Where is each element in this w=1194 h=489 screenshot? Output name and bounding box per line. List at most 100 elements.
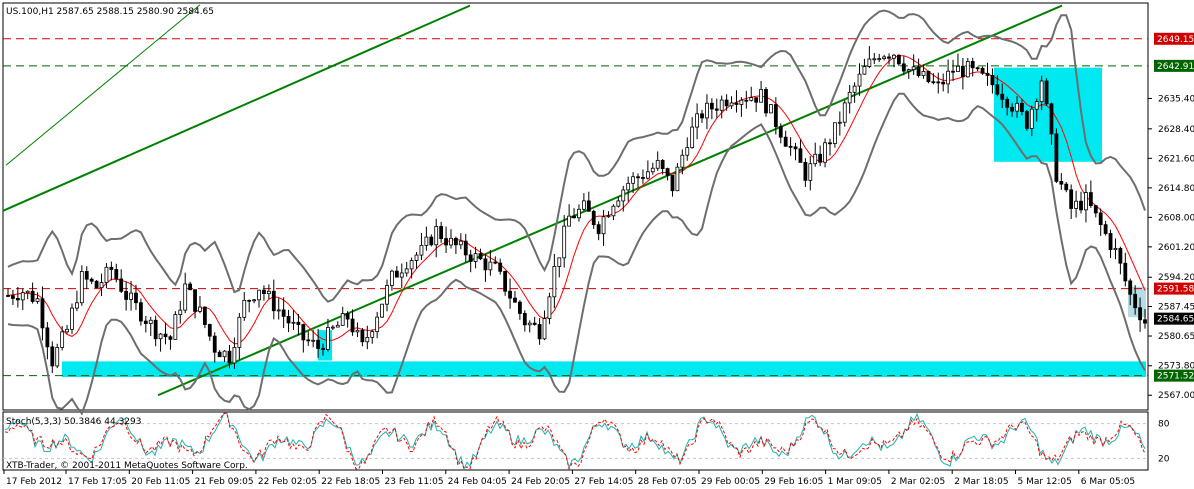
candle-body: [808, 163, 813, 181]
candle-body: [611, 205, 616, 217]
candle-body: [1103, 224, 1108, 234]
candle-body: [454, 237, 458, 246]
candle-body: [84, 271, 89, 280]
stoch-label: Stoch(5,3,3) 50.3846 44.3293: [6, 417, 141, 427]
candle-body: [1010, 106, 1015, 112]
candle-body: [266, 290, 271, 295]
candle-body: [882, 56, 887, 59]
candle-body: [1123, 262, 1128, 282]
candle-body: [1064, 183, 1069, 191]
candle-body: [1005, 98, 1010, 108]
candle-body: [946, 70, 951, 85]
x-tick-label: 27 Feb 14:05: [574, 477, 633, 487]
candle-body: [532, 322, 537, 325]
y-tick-label: 2587.45: [1158, 303, 1194, 313]
x-tick-label: 29 Feb 00:05: [701, 477, 760, 487]
candle-body: [444, 238, 448, 246]
candle-body: [813, 153, 818, 165]
candle-body: [601, 216, 606, 235]
candle-body: [247, 299, 252, 302]
level-tag-2571: 2571.52: [1157, 372, 1194, 382]
candle-body: [626, 182, 631, 191]
candle-body: [340, 313, 345, 326]
candle-body: [769, 104, 773, 114]
candle-body: [25, 290, 30, 294]
candle-body: [1020, 102, 1024, 112]
candle-body: [773, 104, 778, 128]
candle-body: [1113, 248, 1118, 251]
grid-layer: [2, 2, 1149, 471]
candle-body: [586, 200, 591, 212]
x-tick-label: 1 Mar 09:05: [828, 477, 882, 487]
candle-body: [316, 339, 320, 349]
bollinger-layer: [7, 9, 1146, 416]
candle-body: [198, 306, 202, 312]
level-tag-2591-bg: [1154, 282, 1194, 295]
candle-body: [168, 336, 173, 340]
candle-body: [522, 313, 527, 326]
candle-body: [547, 296, 552, 319]
candle-body: [1034, 101, 1039, 110]
candle-body: [409, 260, 414, 270]
candle-body: [729, 102, 734, 107]
candle-body: [326, 327, 330, 350]
candle-body: [30, 290, 35, 302]
candle-body: [424, 236, 429, 246]
candle-body: [75, 302, 79, 309]
candle-body: [335, 324, 340, 328]
candle-body: [355, 329, 360, 333]
candle-body: [621, 189, 626, 202]
candle-body: [655, 160, 660, 169]
candle-body: [109, 266, 114, 270]
candle-body: [276, 309, 281, 312]
main-frame: [2, 2, 1149, 411]
candle-body: [887, 56, 891, 59]
candle-body: [960, 65, 965, 78]
candle-body: [311, 339, 316, 342]
candle-body: [60, 331, 65, 348]
candle-body: [262, 289, 266, 295]
candle-body: [119, 278, 124, 292]
x-tick-label: 21 Feb 09:05: [195, 477, 254, 487]
candle-body: [158, 333, 163, 340]
candle-body: [345, 313, 350, 320]
candle-body: [79, 271, 84, 304]
candle-body: [513, 297, 517, 303]
candle-body: [616, 200, 621, 207]
candle-body: [1079, 200, 1083, 211]
candle-body: [45, 327, 50, 348]
candle-body: [350, 318, 355, 333]
x-tick-label: 24 Feb 20:05: [511, 477, 570, 487]
x-tick-label: 28 Feb 07:05: [638, 477, 697, 487]
candle-body: [675, 166, 680, 192]
candle-body: [242, 299, 247, 318]
candle-body: [498, 262, 503, 272]
candle-body: [222, 350, 227, 358]
candle-body: [321, 348, 325, 350]
candle-body: [951, 70, 955, 73]
candle-body: [503, 270, 508, 292]
candle-body: [636, 176, 640, 179]
candle-body: [306, 339, 311, 342]
candle-body: [439, 226, 444, 239]
candle-body: [695, 113, 699, 128]
candle-body: [89, 278, 94, 282]
candle-body: [1000, 93, 1005, 100]
x-tick-label: 22 Feb 18:05: [321, 477, 380, 487]
y-tick-label: 2635.40: [1158, 94, 1194, 104]
x-tick-label: 23 Feb 11:05: [385, 477, 444, 487]
candle-body: [645, 171, 650, 179]
candle-body: [70, 307, 74, 330]
candle-body: [286, 316, 291, 324]
candle-body: [956, 65, 960, 73]
candle-body: [690, 126, 695, 149]
candle-body: [6, 295, 10, 297]
y-tick-label: 2594.20: [1158, 273, 1194, 283]
candle-body: [980, 67, 985, 74]
candle-body: [104, 266, 109, 283]
candle-body: [557, 257, 562, 267]
level-tag-2584: 2584.65: [1157, 315, 1194, 325]
level-tag-2642: 2642.91: [1157, 62, 1194, 72]
candle-body: [493, 261, 498, 264]
